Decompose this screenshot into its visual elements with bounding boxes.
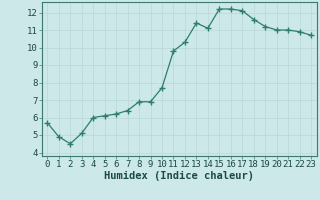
X-axis label: Humidex (Indice chaleur): Humidex (Indice chaleur) [104, 171, 254, 181]
